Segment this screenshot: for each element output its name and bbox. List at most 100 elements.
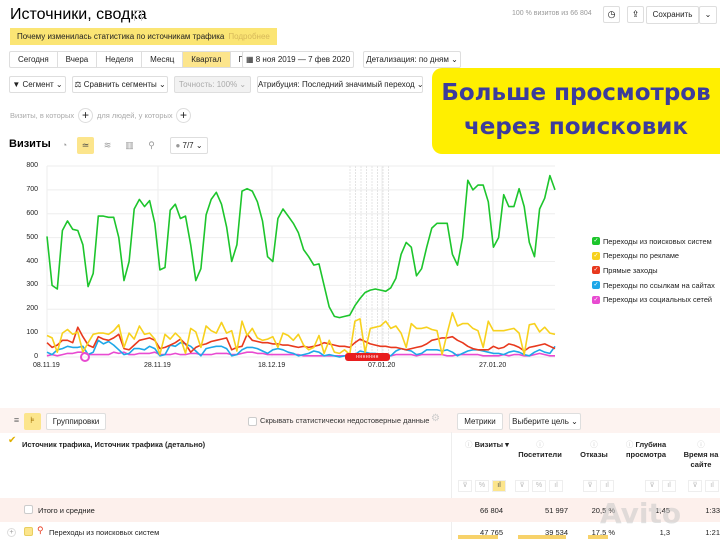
- map-chart-button[interactable]: ⚲: [143, 137, 160, 154]
- filter-icon[interactable]: ⊽: [688, 480, 702, 492]
- history-button[interactable]: ◷: [603, 6, 620, 23]
- bar-icon[interactable]: ıl: [705, 480, 719, 492]
- checkbox-icon: ✓: [592, 251, 600, 260]
- chevron-down-icon: ⌄: [704, 10, 712, 19]
- y-tick-label: 500: [26, 233, 38, 241]
- expand-row-button[interactable]: +: [7, 528, 16, 537]
- info-banner: Почему изменилась статистика по источник…: [10, 28, 277, 45]
- chevron-down-icon: ⌄: [568, 417, 578, 426]
- col-bounce-label: Отказы: [580, 450, 608, 459]
- totals-checkbox[interactable]: [24, 505, 33, 514]
- col-bounce[interactable]: ⓘ Отказы: [580, 440, 608, 459]
- chart-title: Визиты: [9, 138, 51, 150]
- save-button[interactable]: Сохранить: [646, 6, 699, 24]
- gear-icon[interactable]: ⚙: [431, 413, 440, 424]
- accuracy-label: Точность: 100%: [178, 80, 238, 89]
- cell-depth: 1,3: [659, 528, 670, 537]
- filter-icon[interactable]: ⊽: [645, 480, 659, 492]
- detail-dropdown[interactable]: Детализация: по дням ⌄: [363, 51, 461, 68]
- col-visitors[interactable]: ⓘ Посетители: [518, 440, 562, 459]
- add-people-condition-button[interactable]: +: [176, 108, 191, 123]
- bar-chart-button[interactable]: ▥: [121, 137, 138, 154]
- people-where-label: для людей, у которых: [97, 111, 173, 120]
- banner-more-link[interactable]: Подробнее: [228, 32, 270, 41]
- bar-icon[interactable]: ıl: [662, 480, 676, 492]
- period-yesterday[interactable]: Вчера: [58, 52, 98, 67]
- compare-segments-button[interactable]: ⚖ Сравнить сегменты ⌄: [72, 76, 168, 93]
- row-label[interactable]: Переходы из поисковых систем: [49, 528, 160, 537]
- legend-item-ads[interactable]: ✓ Переходы по рекламе: [592, 249, 715, 264]
- percent-icon[interactable]: %: [532, 480, 546, 492]
- save-dropdown-button[interactable]: ⌄: [699, 6, 717, 24]
- groupings-button[interactable]: Группировки: [46, 413, 106, 430]
- segment-button[interactable]: ▼ Сегмент ⌄: [9, 76, 66, 93]
- list-view-button[interactable]: ≡: [8, 413, 25, 430]
- period-week[interactable]: Неделя: [97, 52, 143, 67]
- col-visits[interactable]: ⓘ Визиты ▾: [465, 440, 509, 449]
- col-time[interactable]: ⓘ Время на сайте: [683, 440, 719, 469]
- accuracy-dropdown[interactable]: Точность: 100% ⌄: [174, 76, 251, 93]
- period-quarter[interactable]: Квартал: [183, 52, 231, 67]
- date-range-picker[interactable]: ▦ 8 ноя 2019 — 7 фев 2020: [242, 51, 354, 68]
- column-divider: [451, 432, 452, 540]
- x-tick-label: 27.01.20: [479, 362, 507, 369]
- series-line[interactable]: [46, 326, 556, 354]
- detail-label: Детализация: по дням: [366, 55, 449, 64]
- legend-item-social[interactable]: ✓ Переходы из социальных сетей: [592, 292, 715, 307]
- visits-col-tools: ⊽% ıl: [458, 480, 506, 492]
- col-depth[interactable]: ⓘ Глубина просмотра: [625, 440, 667, 459]
- period-today[interactable]: Сегодня: [10, 52, 58, 67]
- y-tick-label: 600: [26, 209, 38, 217]
- legend-item-search[interactable]: ✓ Переходы из поисковых систем: [592, 234, 715, 249]
- bar-icon[interactable]: ıl: [600, 480, 614, 492]
- cell-depth: 1,45: [655, 506, 670, 515]
- chevron-down-icon: ⌄: [414, 80, 424, 89]
- cell-visits: 66 804: [480, 506, 503, 515]
- export-button[interactable]: ⇪: [627, 6, 644, 23]
- row-checkbox[interactable]: [24, 527, 33, 536]
- series-line[interactable]: [46, 174, 556, 319]
- filter-icon[interactable]: ⊽: [583, 480, 597, 492]
- chevron-down-icon: ⌄: [193, 141, 203, 150]
- attribution-label: Атрибуция: Последний значимый переход: [258, 80, 415, 89]
- segment-label: Сегмент: [22, 80, 54, 89]
- percent-icon[interactable]: %: [475, 480, 489, 492]
- filter-icon[interactable]: ⊽: [458, 480, 472, 492]
- series-line[interactable]: [46, 339, 556, 358]
- series-line[interactable]: [46, 311, 556, 356]
- dimension-check-icon[interactable]: ✔: [8, 435, 17, 446]
- tree-view-button[interactable]: ⊧: [24, 413, 41, 430]
- period-selector: Сегодня Вчера Неделя Месяц Квартал Год: [9, 51, 261, 68]
- bar-icon[interactable]: ıl: [549, 480, 563, 492]
- series-selector[interactable]: ● 7/7 ⌄: [170, 137, 208, 154]
- line-chart-button[interactable]: ≃: [77, 137, 94, 154]
- filter-icon: ▼: [12, 80, 23, 89]
- pie-chart-button[interactable]: ◔: [56, 137, 73, 154]
- filter-icon[interactable]: ⊽: [515, 480, 529, 492]
- legend-label: Прямые заходы: [603, 265, 658, 275]
- attribution-dropdown[interactable]: Атрибуция: Последний значимый переход ⌄: [257, 76, 424, 93]
- goal-dropdown[interactable]: Выберите цель ⌄: [509, 413, 581, 430]
- bar-icon[interactable]: ıl: [492, 480, 506, 492]
- legend-item-direct[interactable]: ✓ Прямые заходы: [592, 263, 715, 278]
- annotation-marker[interactable]: [80, 352, 90, 362]
- checkbox-icon: ✓: [592, 295, 600, 304]
- page-title: Источники, сводка: [10, 6, 147, 23]
- y-tick-label: 300: [26, 281, 38, 289]
- holiday-markers[interactable]: ннннннн: [345, 353, 390, 361]
- goal-label: Выберите цель: [512, 417, 569, 426]
- metrics-button[interactable]: Метрики: [457, 413, 503, 430]
- bookmark-icon[interactable]: [134, 10, 142, 21]
- hide-unreliable-checkbox[interactable]: [248, 417, 257, 426]
- legend-item-links[interactable]: ✓ Переходы по ссылкам на сайтах: [592, 278, 715, 293]
- checkbox-icon: ✓: [592, 266, 600, 275]
- pie-icon: ◔: [61, 140, 68, 150]
- banner-text: Почему изменилась статистика по источник…: [17, 32, 225, 41]
- area-chart-button[interactable]: ≋: [99, 137, 116, 154]
- hide-unreliable-label: Скрывать статистически недостоверные дан…: [260, 416, 430, 425]
- search-icon: ⚲: [37, 525, 44, 535]
- add-visit-condition-button[interactable]: +: [78, 108, 93, 123]
- legend-label: Переходы по рекламе: [603, 251, 680, 261]
- series-count: 7/7: [182, 141, 194, 150]
- period-month[interactable]: Месяц: [142, 52, 184, 67]
